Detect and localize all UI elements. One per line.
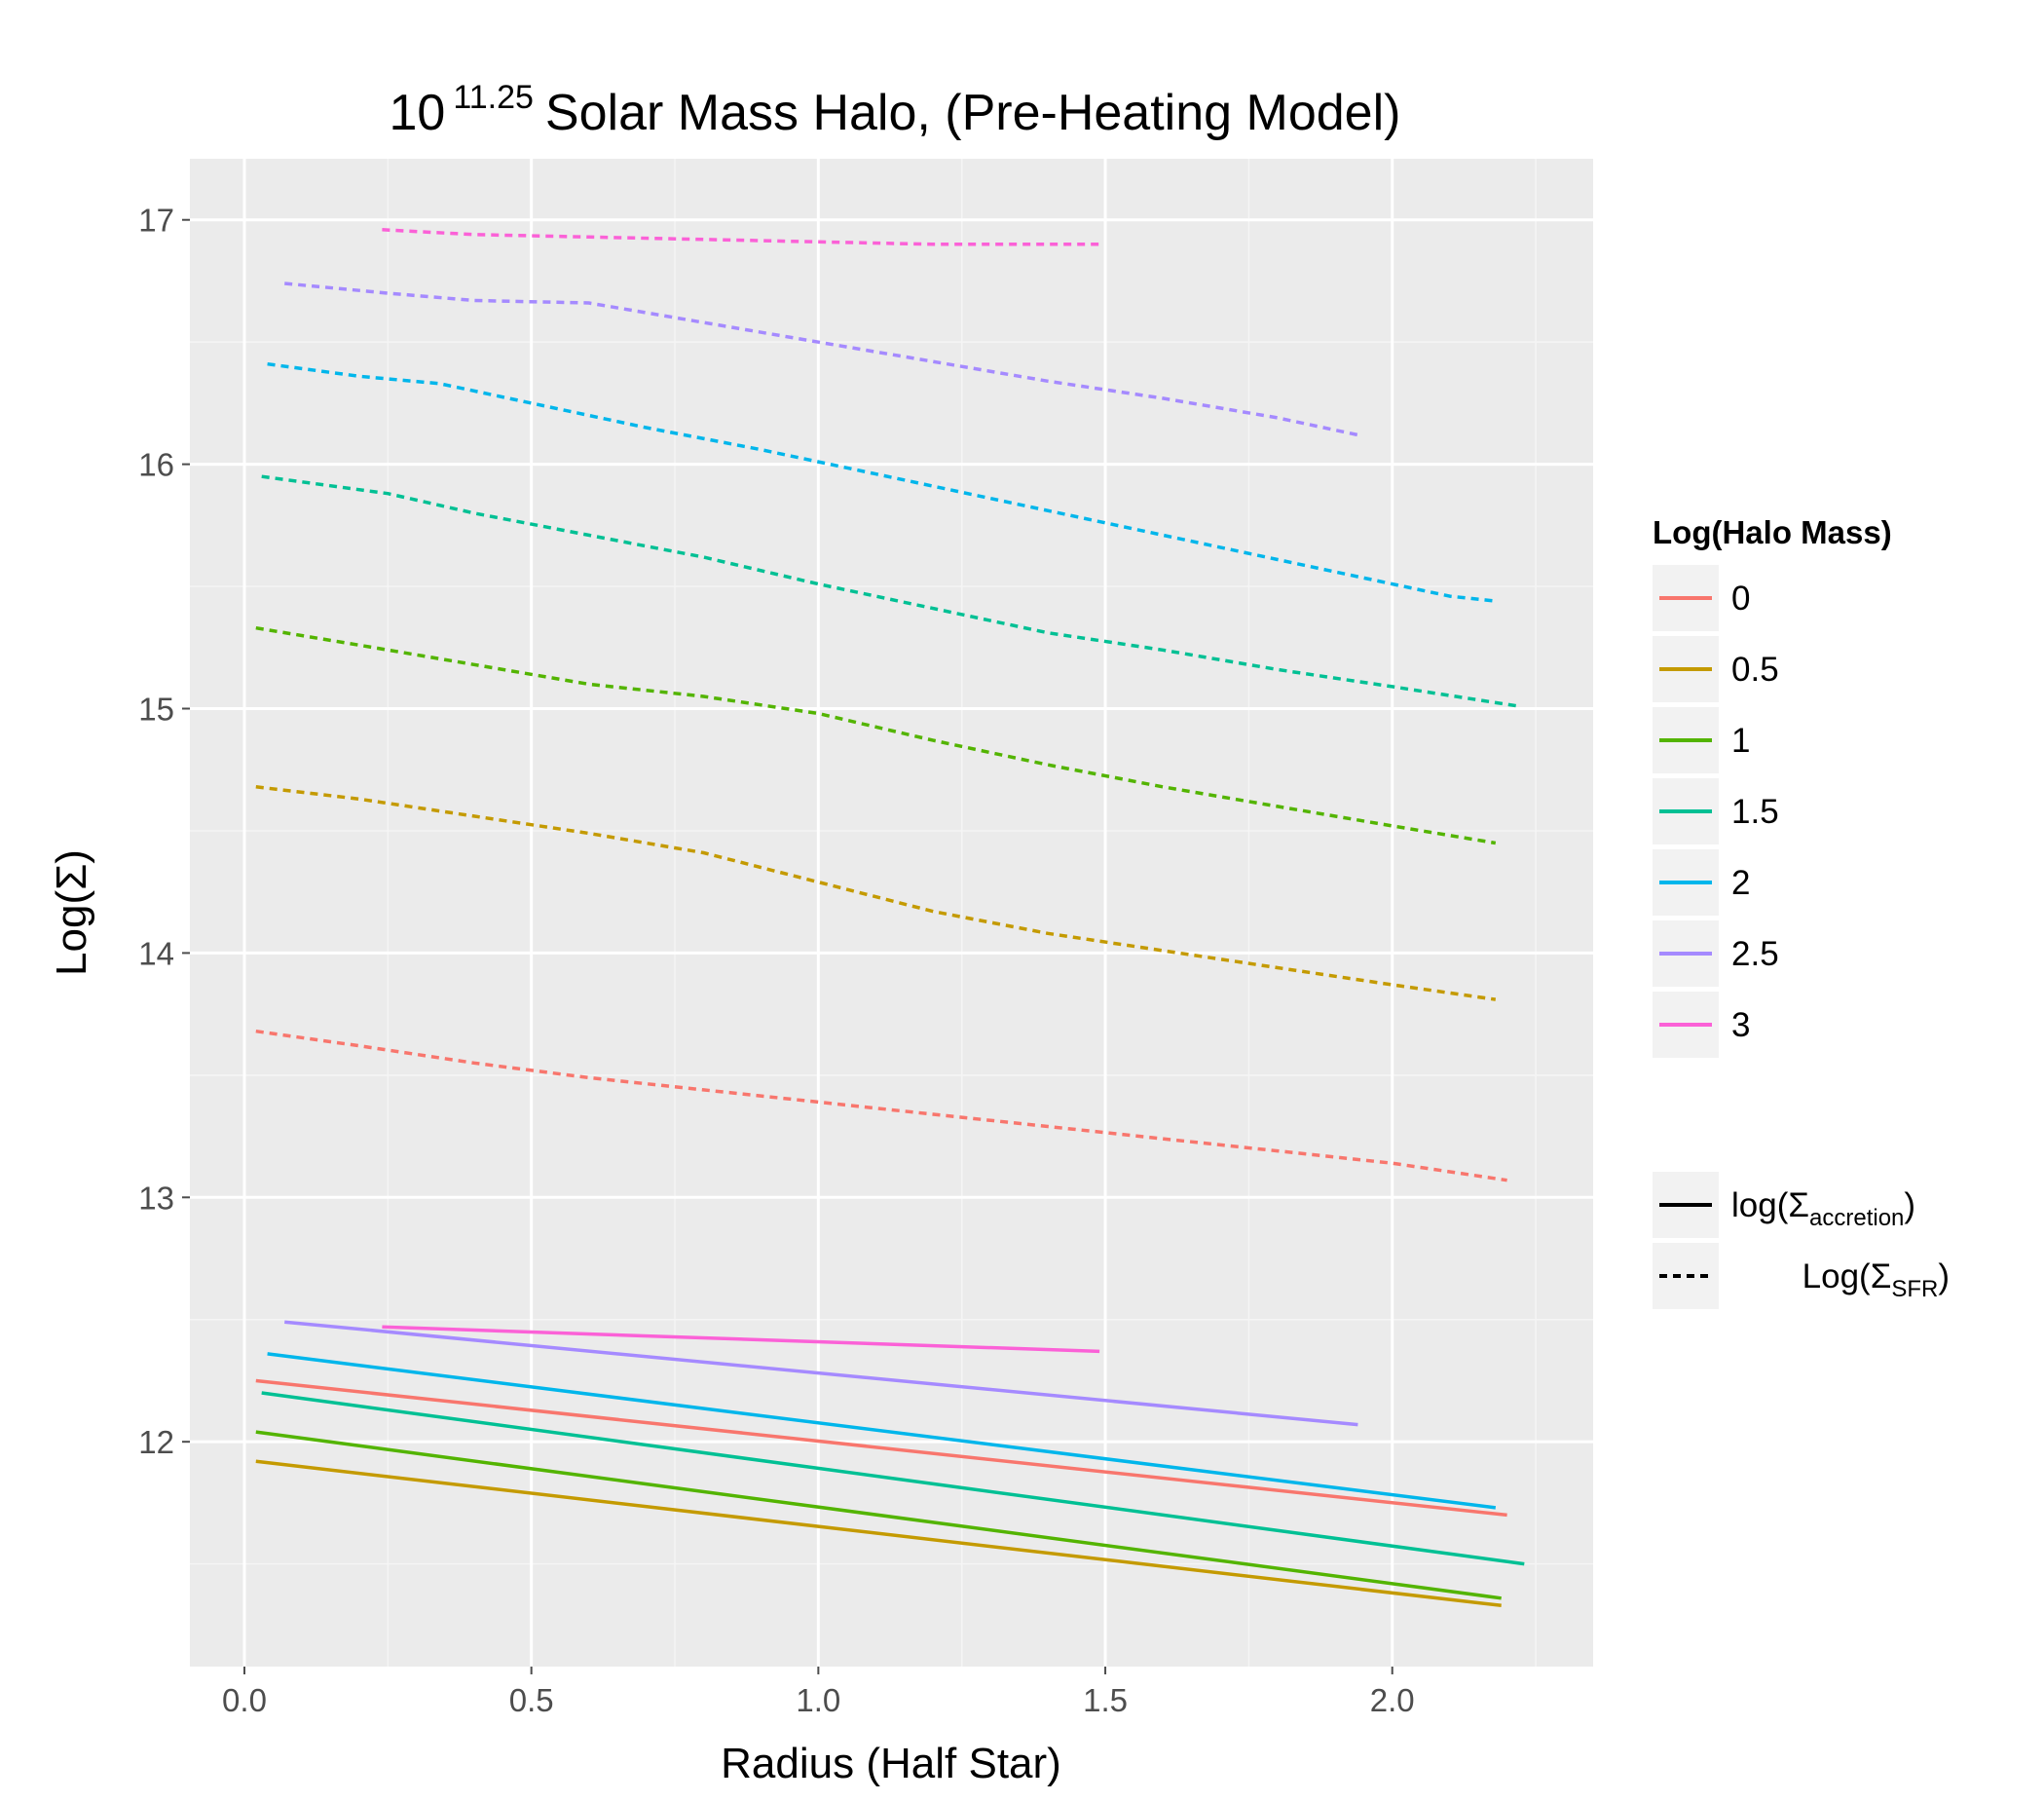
chart-title: 10 11.25 Solar Mass Halo, (Pre-Heating Mod…	[390, 79, 1401, 141]
x-tick-label: 0.0	[222, 1682, 267, 1718]
legend-label: 2	[1731, 864, 1750, 902]
series-line-solid-0	[255, 1378, 1507, 1518]
series-layer	[255, 228, 1525, 1608]
grid-major	[190, 159, 1593, 1667]
y-tick-label: 16	[138, 447, 174, 483]
linetype-legend: log(Σaccretion) Log(ΣSFR)	[1653, 1172, 1950, 1309]
y-tick-label: 12	[138, 1424, 174, 1460]
y-tick-label: 15	[138, 692, 174, 728]
y-tick-label: 13	[138, 1180, 174, 1216]
x-tick-label: 1.0	[796, 1682, 840, 1718]
series-line-dashed-2-5	[284, 281, 1358, 437]
x-tick-label: 1.5	[1083, 1682, 1128, 1718]
legend-label: 0.5	[1731, 651, 1779, 689]
grid-minor	[190, 159, 1593, 1667]
title-prefix: 10	[390, 85, 446, 141]
series-line-solid-2-5	[284, 1320, 1358, 1427]
title-superscript: 11.25	[453, 79, 534, 116]
legend-linetype-label: log(Σaccretion)	[1731, 1186, 1915, 1231]
legend-title: Log(Halo Mass)	[1653, 514, 1892, 550]
legend-label: 0	[1731, 580, 1750, 618]
legend-linetype-label: Log(ΣSFR)	[1802, 1257, 1950, 1302]
series-line-dashed-2	[267, 361, 1496, 603]
x-axis-title: Radius (Half Star)	[721, 1740, 1061, 1787]
y-tick-label: 17	[138, 203, 174, 239]
color-legend: 0 0.5 1 1.5 2 2.5 3	[1653, 565, 1779, 1058]
legend-label: 2.5	[1731, 935, 1779, 973]
title-main: Solar Mass Halo, (Pre-Heating Model)	[545, 85, 1401, 141]
y-tick-label: 14	[138, 935, 174, 971]
series-line-solid-2	[267, 1352, 1497, 1510]
y-axis-title: Log(Σ)	[48, 849, 95, 976]
legend-label: 1	[1731, 722, 1750, 760]
series-line-dashed-3	[382, 228, 1100, 246]
x-tick-label: 2.0	[1370, 1682, 1415, 1718]
y-axis: 12 13 14 15 16 17	[138, 203, 190, 1460]
legend-label: 1.5	[1731, 793, 1779, 831]
series-line-solid-1-5	[261, 1391, 1525, 1566]
series-line-dashed-1	[255, 625, 1497, 845]
series-line-dashed-0-5	[255, 785, 1497, 1001]
legend: Log(Halo Mass) 0 0.5 1 1.5 2 2.5 3 log(Σaccret…	[1653, 514, 1950, 1309]
series-line-solid-0-5	[255, 1459, 1502, 1608]
series-line-solid-3	[382, 1325, 1100, 1354]
legend-label: 3	[1731, 1006, 1750, 1044]
x-tick-label: 0.5	[509, 1682, 554, 1718]
series-line-dashed-1-5	[261, 474, 1519, 708]
series-line-solid-1	[255, 1430, 1502, 1600]
x-axis: 0.0 0.5 1.0 1.5 2.0	[222, 1667, 1415, 1718]
